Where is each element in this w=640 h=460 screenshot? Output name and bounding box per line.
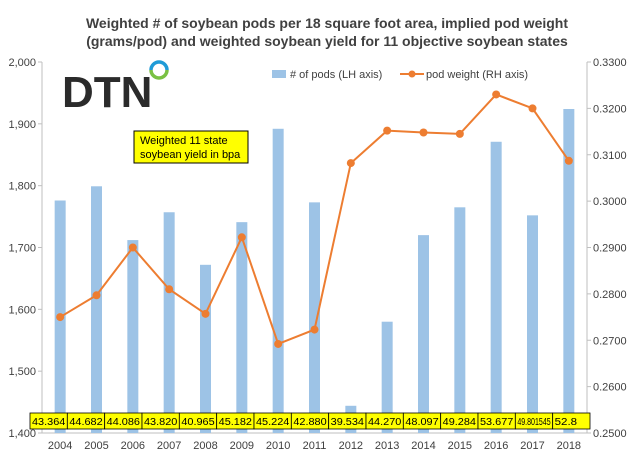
pod-weight-point <box>56 313 65 322</box>
yield-label: 52.8 <box>555 417 578 428</box>
x-tick-label: 2012 <box>339 440 363 452</box>
yield-label: 42.880 <box>293 417 327 428</box>
x-tick-label: 2016 <box>484 440 508 452</box>
x-tick-label: 2009 <box>230 440 254 452</box>
yield-label: 49.801545 <box>517 417 551 428</box>
pods-bar <box>91 186 102 433</box>
x-tick-label: 2010 <box>266 440 290 452</box>
dtn-logo: DTN <box>62 60 169 117</box>
yield-label: 44.086 <box>107 417 141 428</box>
pods-bar <box>454 207 466 433</box>
pod-weight-point <box>492 90 501 99</box>
pods-bar <box>200 264 211 433</box>
pod-weight-point <box>383 126 392 135</box>
pod-weight-point <box>419 128 428 137</box>
yield-label: 53.677 <box>480 417 514 428</box>
left-y-tick-label: 1,700 <box>8 243 36 255</box>
pod-weight-point <box>92 291 101 300</box>
yield-label-box <box>552 412 591 430</box>
x-tick-label: 2011 <box>303 440 327 452</box>
yield-label: 39.534 <box>331 417 365 428</box>
legend-weight-label: pod weight (RH axis) <box>426 69 528 81</box>
yield-labels: 43.364 44.682 44.086 43.820 40.965 45.182 45.2… <box>29 412 591 430</box>
pods-bar <box>272 128 284 433</box>
yield-annotation-line-2: soybean yield in bpa <box>140 149 241 161</box>
pod-weight-point <box>564 156 573 165</box>
right-y-tick-label: 0.2600 <box>593 382 627 394</box>
right-y-tick-label: 0.3100 <box>593 150 627 162</box>
x-tick-label: 2006 <box>121 440 145 452</box>
yield-label: 43.820 <box>144 417 178 428</box>
right-y-tick-label: 0.2500 <box>593 428 627 440</box>
yield-label: 45.224 <box>256 417 290 428</box>
pod-weight-point <box>237 233 246 242</box>
yield-label: 44.270 <box>368 417 402 428</box>
right-y-tick-labels: 0.2500 0.2600 0.2700 0.2800 0.2900 0.3000 0.31… <box>593 57 627 440</box>
pod-weight-point <box>310 325 319 334</box>
legend-weight-swatch-marker <box>408 70 416 78</box>
yield-label: 49.284 <box>443 417 477 428</box>
pods-bar <box>418 235 429 433</box>
pods-bar <box>309 202 320 433</box>
yield-label: 43.364 <box>32 417 66 428</box>
logo-ring-arc-blue <box>149 60 169 71</box>
pod-weight-line <box>56 90 573 348</box>
yield-label: 44.682 <box>69 417 103 428</box>
yield-annotation-background <box>133 130 249 164</box>
pod-weight-point <box>201 309 210 318</box>
x-tick-label: 2007 <box>157 440 181 452</box>
left-y-tick-labels: 1,400 1,500 1,600 1,700 1,800 1,900 2,000 <box>8 57 36 440</box>
pods-bar <box>563 108 575 433</box>
pod-weight-point <box>274 339 283 348</box>
logo-ring-arc-green <box>149 69 169 80</box>
right-y-tick-label: 0.2700 <box>593 335 627 347</box>
logo-ring-icon <box>149 60 169 80</box>
left-y-tick-label: 1,400 <box>8 428 36 440</box>
right-y-tick-label: 0.3200 <box>593 103 627 115</box>
pod-weight-point <box>455 129 464 138</box>
chart-title-line-1: Weighted # of soybean pods per 18 square… <box>86 15 568 31</box>
yield-annotation-line-1: Weighted 11 state <box>140 135 228 147</box>
legend-pods-swatch <box>272 70 286 78</box>
yield-label: 40.965 <box>181 417 215 428</box>
chart-title-line-2: (grams/pod) and weighted soybean yield f… <box>86 33 568 49</box>
left-y-tick-label: 1,500 <box>8 366 36 378</box>
legend-pods-label: # of pods (LH axis) <box>290 69 382 81</box>
chart-legend: # of pods (LH axis) pod weight (RH axis) <box>272 69 528 81</box>
x-tick-label: 2013 <box>375 440 399 452</box>
pods-bar <box>381 321 393 433</box>
yield-label: 48.097 <box>405 417 439 428</box>
left-y-tick-label: 2,000 <box>8 57 36 69</box>
yield-label: 45.182 <box>219 417 253 428</box>
pod-weight-point <box>128 243 137 252</box>
pods-bars <box>54 108 575 433</box>
pods-bar <box>236 222 248 433</box>
logo-wordmark: DTN <box>62 68 152 117</box>
left-y-tick-label: 1,900 <box>8 119 36 131</box>
pod-weight-point <box>165 285 174 294</box>
x-tick-label: 2014 <box>411 440 435 452</box>
right-y-tick-label: 0.3300 <box>593 57 627 69</box>
right-y-tick-label: 0.3000 <box>593 196 627 208</box>
pods-bar <box>490 141 502 433</box>
pods-bar <box>527 215 538 433</box>
x-tick-label: 2018 <box>557 440 581 452</box>
left-y-tick-label: 1,800 <box>8 181 36 193</box>
pods-bar <box>163 212 175 433</box>
right-y-tick-label: 0.2800 <box>593 289 627 301</box>
left-y-tick-label: 1,600 <box>8 304 36 316</box>
pod-weight-point <box>528 104 537 113</box>
pods-bar <box>127 240 139 433</box>
yield-annotation-box: Weighted 11 state soybean yield in bpa <box>133 130 249 164</box>
x-tick-labels: 2004 2005 2006 2007 2008 2009 2010 2011 2012 2013… <box>48 440 581 452</box>
x-tick-label: 2017 <box>520 440 544 452</box>
x-tick-label: 2015 <box>448 440 472 452</box>
x-tick-label: 2005 <box>84 440 108 452</box>
pod-weight-point <box>346 159 355 168</box>
x-tick-label: 2004 <box>48 440 72 452</box>
x-tick-label: 2008 <box>193 440 217 452</box>
right-y-tick-label: 0.2900 <box>593 243 627 255</box>
